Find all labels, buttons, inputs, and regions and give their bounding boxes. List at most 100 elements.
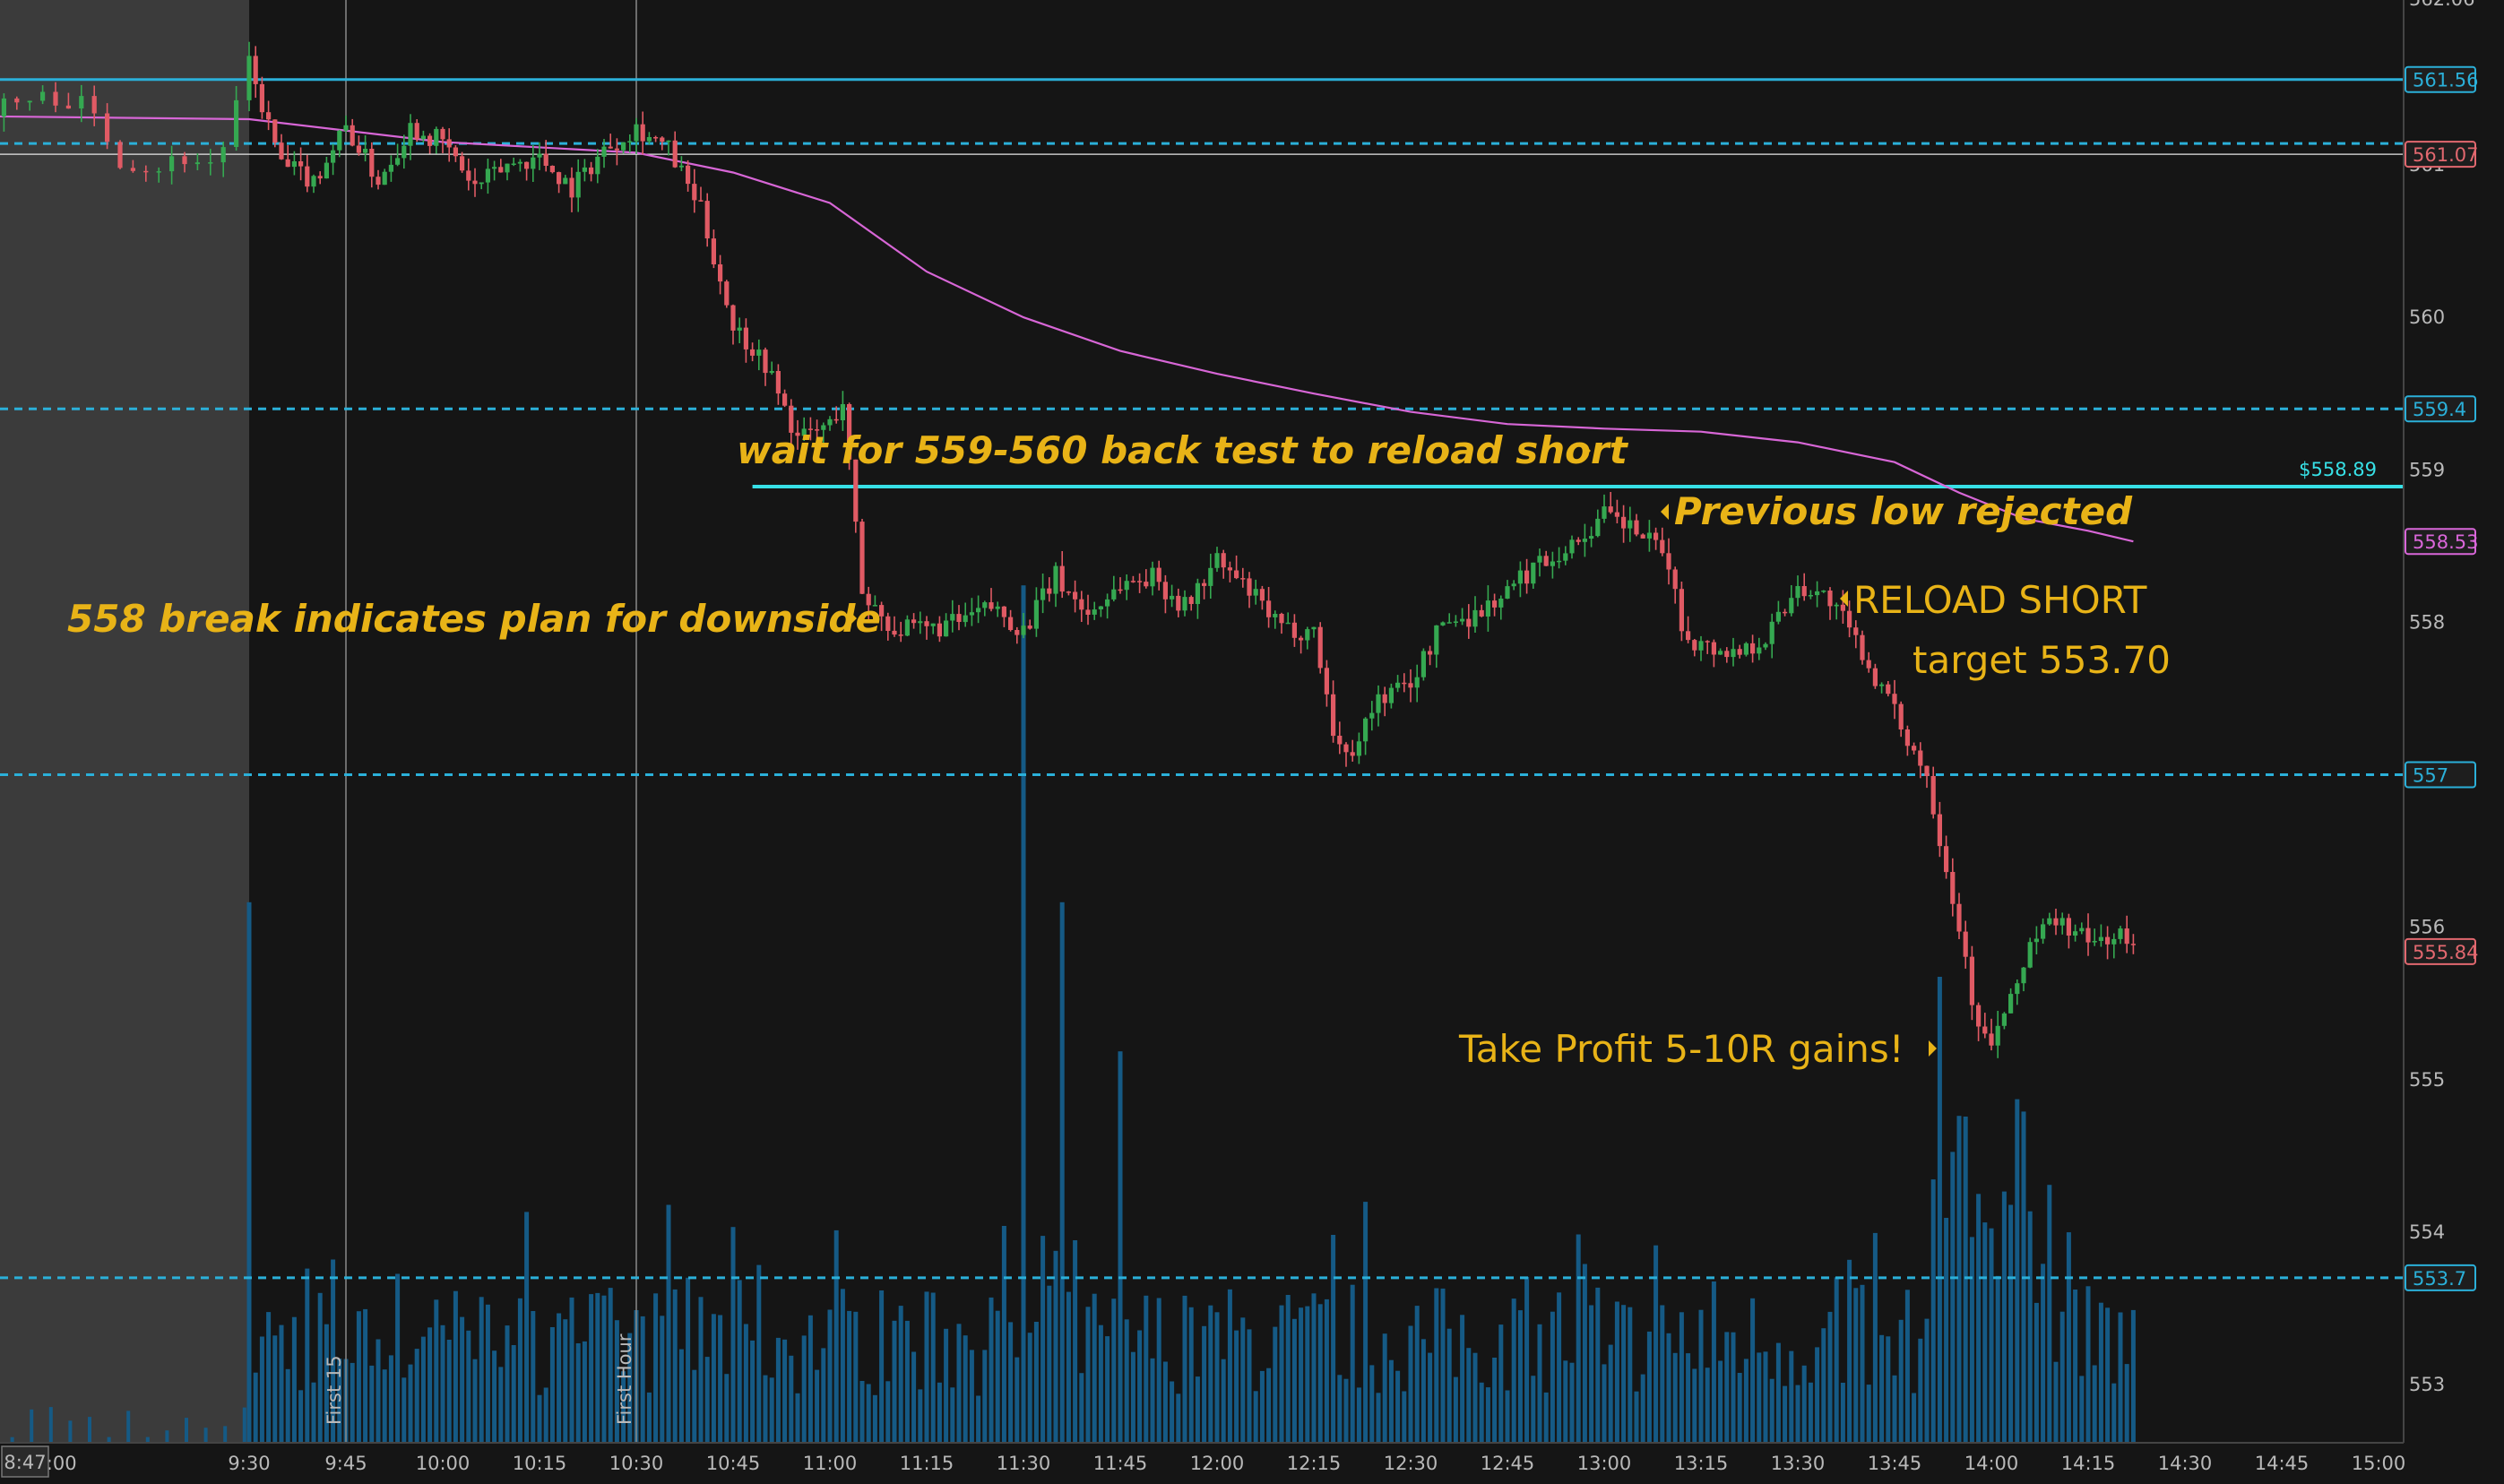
candle-body — [989, 602, 994, 609]
volume-bar — [879, 1290, 885, 1443]
candle-body — [79, 96, 84, 108]
volume-bar — [1111, 1298, 1117, 1443]
price-badge-label: 559.4 — [2413, 399, 2466, 420]
candle-body — [1182, 597, 1187, 611]
volume-bar — [1737, 1373, 1742, 1443]
volume-bar — [2047, 1185, 2052, 1443]
candle-body — [1511, 583, 1516, 587]
candle-body — [1550, 561, 1555, 566]
volume-bar — [1376, 1393, 1381, 1443]
candle-body — [1208, 567, 1213, 586]
candle-body — [1775, 611, 1781, 622]
volume-bar — [1273, 1326, 1278, 1443]
candle-body — [1944, 846, 1949, 873]
candle-body — [924, 621, 929, 626]
candle-body — [40, 91, 46, 101]
volume-bar — [1795, 1385, 1800, 1443]
candle-body — [892, 630, 897, 635]
volume-bar — [1156, 1298, 1161, 1443]
candle-body — [1382, 694, 1387, 703]
volume-bar — [976, 1395, 981, 1443]
volume-bar — [395, 1273, 401, 1443]
volume-bar — [898, 1306, 903, 1443]
volume-bar — [653, 1293, 659, 1443]
volume-bar — [331, 1259, 336, 1443]
annotation-previous-low: Previous low rejected — [1674, 489, 2133, 533]
volume-bar — [1666, 1333, 1671, 1443]
candle-body — [1904, 729, 1910, 746]
volume-bar — [1531, 1376, 1536, 1443]
candle-body — [1937, 814, 1942, 847]
candle-body — [1517, 570, 1523, 584]
volume-bar — [698, 1297, 704, 1443]
candle-body — [1783, 611, 1788, 614]
candle-body — [795, 432, 800, 436]
candle-body — [408, 123, 413, 146]
volume-bar — [1182, 1295, 1187, 1443]
volume-bar — [1428, 1352, 1433, 1443]
price-badge — [2405, 395, 2476, 423]
annotation-layer — [849, 443, 1937, 1057]
volume-bar — [950, 1387, 955, 1443]
volume-bar — [1221, 1359, 1226, 1443]
price-badge — [2405, 937, 2476, 965]
candle-body — [956, 614, 962, 622]
candle-body — [1557, 560, 1562, 563]
volume-bar — [1343, 1378, 1349, 1443]
candle-body — [194, 162, 200, 165]
volume-bar — [350, 1362, 355, 1443]
annotation-arrow — [1840, 591, 1848, 607]
candle-body — [621, 142, 626, 151]
candle-body — [1021, 626, 1026, 635]
candle-body — [995, 606, 1000, 609]
volume-bar — [549, 1327, 555, 1443]
volume-bar — [1628, 1307, 1633, 1443]
candle-body — [1705, 641, 1710, 643]
volume-bar — [1763, 1351, 1768, 1443]
candle-body — [1569, 539, 1575, 554]
volume-bar — [311, 1382, 316, 1443]
candle-body — [1098, 606, 1103, 609]
session-marker-label: First Hour — [614, 1333, 635, 1425]
candle-body — [91, 96, 97, 114]
candle-body — [1247, 578, 1252, 596]
candle-body — [634, 124, 639, 142]
volume-bar — [1595, 1287, 1601, 1443]
time-tick-label: 13:00 — [1577, 1453, 1632, 1474]
price-tick-label: 558 — [2409, 611, 2445, 633]
candle-body — [678, 165, 684, 168]
volume-bar — [1498, 1324, 1504, 1443]
time-tick-label: 12:45 — [1481, 1453, 1535, 1474]
price-axis-panel — [2404, 0, 2504, 1484]
volume-bar — [517, 1298, 522, 1443]
candle-body — [646, 137, 652, 142]
volume-bar — [1291, 1318, 1297, 1443]
volume-bar — [1930, 1179, 1936, 1443]
volume-bar — [969, 1350, 974, 1443]
volume-bar — [165, 1430, 169, 1443]
candle-body — [1363, 718, 1369, 742]
volume-bar — [2001, 1191, 2007, 1443]
candle-body — [750, 349, 756, 356]
candle-body — [575, 171, 581, 198]
volume-bar — [2073, 1290, 2078, 1443]
volume-bar — [982, 1350, 988, 1443]
candle-body — [1589, 536, 1594, 539]
candle-body — [1769, 621, 1774, 644]
candle-body — [517, 161, 522, 164]
candle-body — [1388, 687, 1394, 703]
volume-bar — [930, 1292, 936, 1443]
candle-body — [511, 163, 516, 165]
volume-bar — [1021, 585, 1026, 1443]
candle-body — [2001, 1013, 2007, 1026]
volume-bar — [369, 1365, 375, 1443]
volume-bar — [1402, 1391, 1407, 1443]
candle-body — [253, 56, 258, 84]
candle-body — [853, 459, 859, 522]
volume-bar — [2118, 1312, 2123, 1443]
candle-body — [376, 177, 381, 186]
volume-bar — [608, 1288, 613, 1443]
volume-bar — [1408, 1325, 1413, 1443]
candle-body — [1446, 622, 1452, 624]
volume-bar — [272, 1335, 278, 1443]
